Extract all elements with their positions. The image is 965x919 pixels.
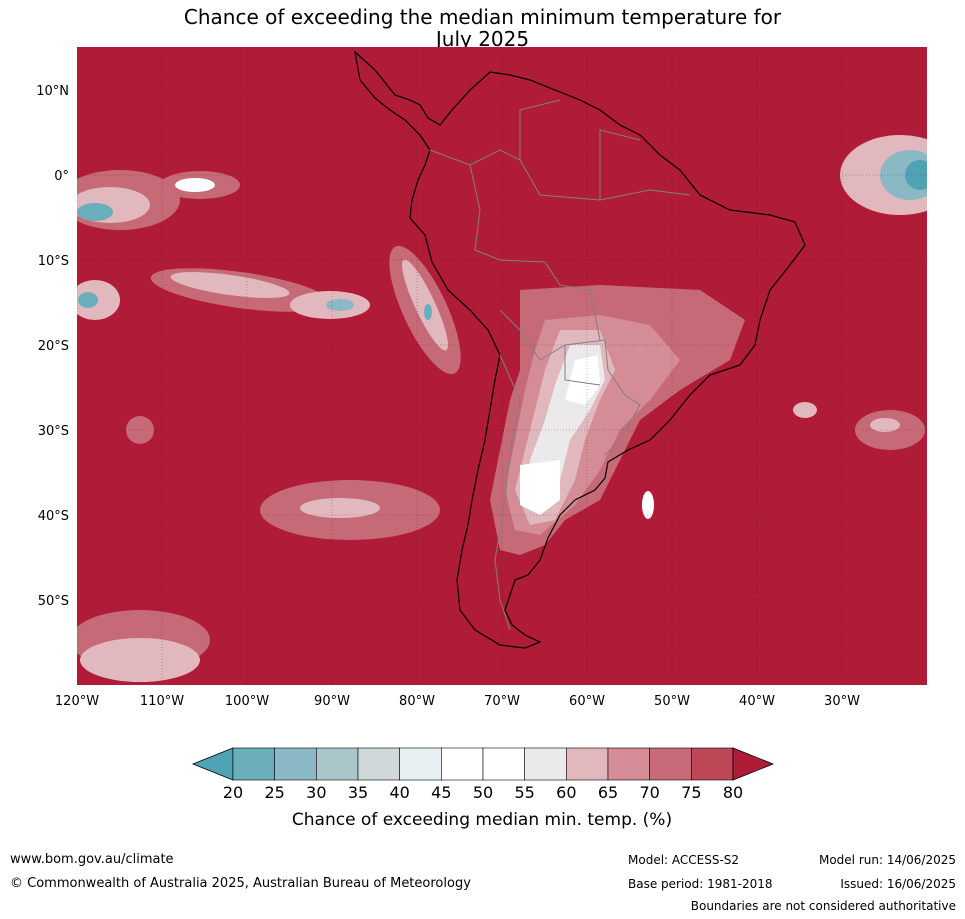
lon-tick-label: 100°W [225,694,269,709]
footer-model: Model: ACCESS-S2 [628,853,740,867]
lon-tick-label: 50°W [654,694,690,709]
footer-copyright: © Commonwealth of Australia 2025, Austra… [10,876,471,891]
colorbar-under-arrow [191,747,234,781]
footer-disclaimer: Boundaries are not considered authoritat… [690,899,956,913]
lon-tick-label: 90°W [314,694,350,709]
colorbar-tick-label: 35 [348,783,368,802]
footer-issued: Issued: 16/06/2025 [840,877,956,891]
colorbar-segment [482,747,525,781]
footer-model-run: Model run: 14/06/2025 [818,853,956,867]
colorbar-tick-label: 60 [556,783,576,802]
lat-tick-label: 0° [54,169,69,184]
colorbar-tick-label: 80 [723,783,743,802]
country-borders [429,99,691,631]
colorbar-over-arrow [732,747,775,781]
colorbar-tick-label: 55 [514,783,534,802]
colorbar-segment [607,747,650,781]
colorbar-title: Chance of exceeding median min. temp. (%… [292,810,672,830]
lon-tick-label: 110°W [140,694,184,709]
colorbar-tick-label: 20 [223,783,243,802]
colorbar-segment [316,747,359,781]
colorbar-segment [524,747,567,781]
colorbar-tick-label: 30 [306,783,326,802]
longitude-labels: 120°W 110°W 100°W 90°W 80°W 70°W 60°W 50°W 40°W 3… [55,694,860,709]
colorbar-segment [399,747,442,781]
colorbar-tick-label: 25 [264,783,284,802]
lon-tick-label: 120°W [55,694,99,709]
lat-tick-label: 50°S [38,594,69,609]
colorbar-segment [274,747,317,781]
lon-tick-label: 40°W [739,694,775,709]
lon-tick-label: 70°W [484,694,520,709]
map-title-line2: July 2025 [435,27,530,51]
graticule [77,47,927,685]
coastline [354,50,806,649]
colorbar-segment [649,747,692,781]
colorbar-tick-label: 45 [431,783,451,802]
lat-tick-label: 30°S [38,424,69,439]
colorbar-segment [566,747,609,781]
colorbar [191,747,775,781]
lat-tick-label: 20°S [38,339,69,354]
colorbar-segment [691,747,734,781]
colorbar-tick-label: 75 [681,783,701,802]
colorbar-tick-label: 50 [473,783,493,802]
map-area [77,47,927,685]
lat-tick-label: 10°N [36,84,69,99]
colorbar-segment [232,747,275,781]
lon-tick-label: 60°W [569,694,605,709]
colorbar-labels: 20 25 30 35 40 45 50 55 60 65 70 75 80 [223,783,743,802]
lon-tick-label: 30°W [824,694,860,709]
latitude-labels: 10°N 0° 10°S 20°S 30°S 40°S 50°S [36,84,69,609]
footer-base-period: Base period: 1981-2018 [628,877,773,891]
lat-tick-label: 40°S [38,509,69,524]
colorbar-tick-label: 40 [389,783,409,802]
probability-shading [77,135,927,682]
colorbar-segment [441,747,484,781]
colorbar-segment [357,747,400,781]
lon-tick-label: 80°W [399,694,435,709]
colorbar-tick-label: 65 [598,783,618,802]
map-title-line1: Chance of exceeding the median minimum t… [183,5,782,29]
colorbar-tick-label: 70 [639,783,659,802]
footer-website[interactable]: www.bom.gov.au/climate [10,852,174,867]
lat-tick-label: 10°S [38,254,69,269]
